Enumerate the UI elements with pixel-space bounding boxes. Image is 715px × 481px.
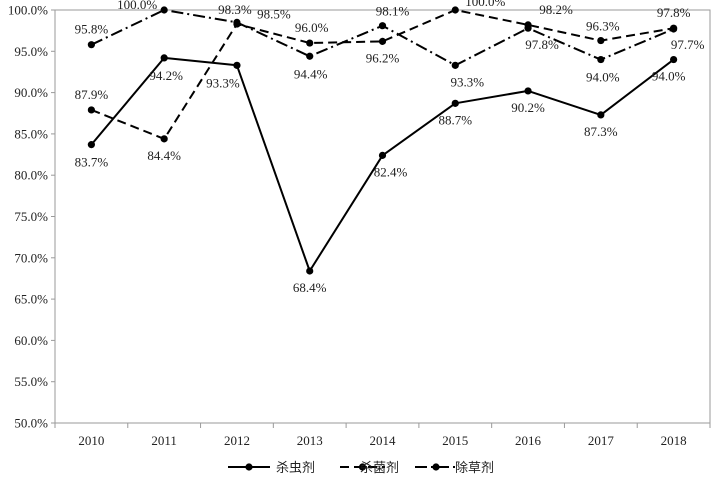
data-label: 68.4% — [293, 280, 327, 295]
data-label: 100.0% — [117, 0, 157, 12]
data-point — [451, 99, 459, 107]
data-label: 94.0% — [652, 69, 686, 84]
data-point — [451, 6, 459, 14]
x-tick-label: 2018 — [661, 433, 687, 448]
data-point — [378, 22, 387, 30]
data-point — [306, 39, 314, 47]
y-tick-label: 50.0% — [14, 416, 48, 431]
legend-label: 除草剂 — [455, 461, 494, 476]
data-label: 82.4% — [374, 164, 408, 179]
data-point — [597, 111, 605, 119]
y-tick-label: 100.0% — [8, 3, 48, 18]
legend-swatch-marker — [432, 463, 440, 471]
data-label: 96.3% — [586, 19, 620, 34]
data-label: 98.5% — [257, 6, 291, 21]
legend-label: 杀菌剂 — [360, 461, 399, 476]
data-point — [160, 54, 168, 62]
legend-swatch-marker — [358, 463, 367, 471]
data-label: 98.3% — [218, 2, 252, 17]
data-point — [524, 24, 532, 32]
data-label: 93.3% — [450, 74, 484, 89]
y-tick-label: 60.0% — [14, 333, 48, 348]
data-label: 95.8% — [75, 22, 109, 37]
data-label: 96.2% — [366, 50, 400, 65]
y-axis: 50.0% 55.0% 60.0% 65.0% 70.0% 75.0% 80.0% 85.0%… — [8, 3, 55, 431]
data-point — [451, 61, 459, 69]
legend: 杀虫剂 杀菌剂 除草剂 — [228, 461, 494, 476]
data-point — [670, 55, 678, 64]
data-label: 98.2% — [539, 2, 573, 17]
data-label: 93.3% — [206, 75, 240, 90]
x-tick-label: 2016 — [515, 433, 542, 448]
data-point — [378, 151, 387, 159]
data-label: 98.1% — [376, 4, 410, 19]
data-point — [160, 6, 168, 14]
x-tick-label: 2012 — [224, 433, 250, 448]
x-tick-label: 2014 — [370, 433, 397, 448]
legend-swatch-marker — [245, 463, 253, 471]
data-label: 97.7% — [671, 37, 705, 52]
data-label: 100.0% — [465, 0, 505, 9]
data-point — [306, 52, 314, 60]
data-point — [597, 55, 605, 64]
x-tick-label: 2010 — [78, 433, 104, 448]
data-label: 97.8% — [525, 37, 559, 52]
data-point — [378, 37, 387, 45]
data-point — [524, 87, 532, 95]
series-line-2 — [91, 9, 674, 140]
data-point — [233, 18, 241, 26]
data-label: 88.7% — [438, 112, 472, 127]
legend-label: 杀虫剂 — [276, 461, 315, 476]
y-tick-label: 95.0% — [14, 44, 48, 59]
data-point — [670, 25, 678, 33]
data-label: 87.3% — [584, 124, 618, 139]
data-label: 83.7% — [75, 155, 109, 170]
data-labels: 83.7% 94.2% 93.3% 68.4% 82.4% 88.7% 90.2% 87.3%… — [75, 0, 705, 295]
y-tick-label: 85.0% — [14, 126, 48, 141]
data-point — [233, 61, 241, 69]
data-point — [160, 135, 168, 143]
y-tick-label: 90.0% — [14, 85, 48, 100]
data-label: 87.9% — [75, 87, 109, 102]
y-tick-label: 75.0% — [14, 209, 48, 224]
x-axis: 2010 2011 2012 2013 2014 2015 2016 2017 2018 — [54, 423, 711, 448]
data-label: 90.2% — [511, 100, 545, 115]
x-tick-label: 2017 — [588, 433, 615, 448]
data-point — [597, 36, 605, 45]
data-point — [87, 106, 95, 114]
x-tick-label: 2015 — [442, 433, 468, 448]
data-point — [87, 41, 95, 49]
data-label: 97.8% — [657, 5, 691, 20]
x-tick-label: 2011 — [151, 433, 177, 448]
data-point — [306, 267, 314, 275]
data-points — [87, 6, 678, 275]
data-label: 96.0% — [295, 20, 329, 35]
y-tick-label: 80.0% — [14, 168, 48, 183]
series-lines — [90, 9, 675, 272]
x-tick-label: 2013 — [297, 433, 323, 448]
data-label: 94.2% — [149, 68, 183, 83]
data-label: 94.4% — [294, 66, 328, 81]
data-label: 84.4% — [147, 148, 181, 163]
y-tick-label: 65.0% — [14, 292, 48, 307]
data-point — [87, 141, 95, 149]
y-tick-label: 70.0% — [14, 250, 48, 265]
y-tick-label: 55.0% — [14, 374, 48, 389]
data-label: 94.0% — [586, 70, 620, 85]
